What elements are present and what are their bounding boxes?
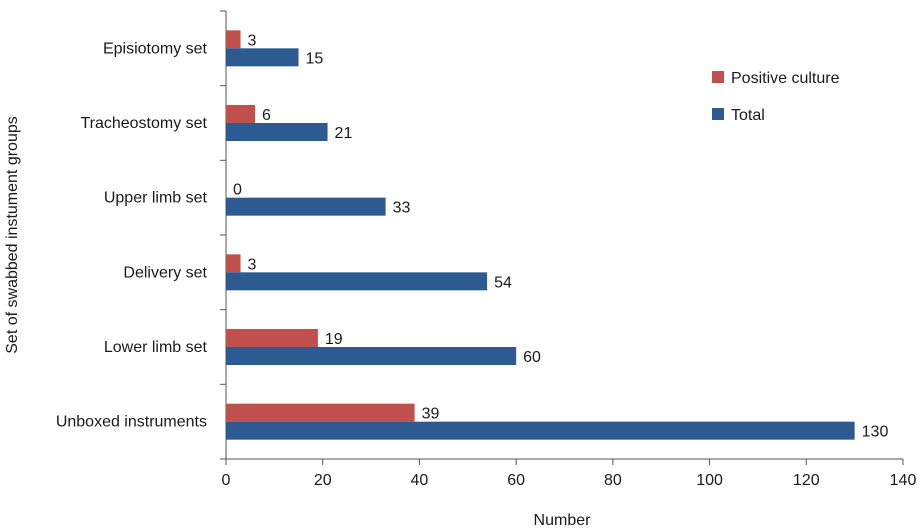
category-label-episiotomy-set: Episiotomy set	[103, 40, 208, 57]
x-tick-label-140: 140	[890, 472, 917, 489]
legend-label-total: Total	[731, 107, 765, 124]
category-label-tracheostomy-set: Tracheostomy set	[80, 115, 207, 132]
x-axis-ticks: 0 20 40 60 80 100 120 140	[222, 459, 917, 489]
bar-total-unboxed-instruments	[226, 421, 855, 440]
data-label-total-delivery-set: 54	[494, 274, 512, 291]
bar-total-lower-limb-set	[226, 347, 517, 365]
category-label-unboxed-instruments: Unboxed instruments	[56, 414, 207, 431]
data-label-positive-culture-unboxed-instruments: 39	[422, 406, 440, 423]
bars	[226, 30, 855, 440]
data-label-positive-culture-lower-limb-set: 19	[325, 331, 343, 348]
x-tick-label-40: 40	[411, 472, 429, 489]
x-tick-label-20: 20	[314, 472, 332, 489]
y-axis-ticks: Episiotomy set Tracheostomy set Upper limb…	[56, 10, 226, 460]
data-label-total-upper-limb-set: 33	[393, 200, 411, 217]
bar-total-episiotomy-set	[226, 48, 299, 67]
bar-positive-culture-tracheostomy-set	[226, 105, 256, 123]
y-axis-title: Set of swabbed instument groups	[4, 116, 21, 353]
legend-label-positive-culture: Positive culture	[731, 70, 840, 87]
category-label-delivery-set: Delivery set	[123, 264, 207, 281]
data-label-total-tracheostomy-set: 21	[335, 125, 353, 142]
x-tick-label-100: 100	[696, 472, 723, 489]
bar-total-upper-limb-set	[226, 197, 386, 216]
legend-swatch-total	[712, 108, 724, 120]
x-axis-title: Number	[534, 512, 592, 529]
x-tick-label-120: 120	[793, 472, 820, 489]
legend-swatch-positive-culture	[712, 71, 724, 83]
bar-total-delivery-set	[226, 272, 488, 291]
data-label-total-unboxed-instruments: 130	[862, 424, 889, 441]
bar-positive-culture-lower-limb-set	[226, 329, 318, 347]
bar-positive-culture-delivery-set	[226, 254, 241, 273]
category-label-upper-limb-set: Upper limb set	[104, 190, 208, 207]
x-tick-label-80: 80	[604, 472, 622, 489]
bar-positive-culture-episiotomy-set	[226, 30, 241, 49]
bar-total-tracheostomy-set	[226, 123, 328, 141]
x-tick-label-60: 60	[507, 472, 525, 489]
data-label-total-lower-limb-set: 60	[523, 349, 541, 366]
data-label-total-episiotomy-set: 15	[306, 50, 324, 67]
data-label-positive-culture-episiotomy-set: 3	[248, 32, 257, 49]
data-label-positive-culture-tracheostomy-set: 6	[262, 107, 271, 124]
category-label-lower-limb-set: Lower limb set	[104, 339, 208, 356]
bar-positive-culture-unboxed-instruments	[226, 403, 415, 422]
data-label-positive-culture-upper-limb-set: 0	[233, 182, 242, 199]
x-tick-label-0: 0	[222, 472, 231, 489]
legend: Positive culture Total	[712, 70, 840, 124]
data-label-positive-culture-delivery-set: 3	[248, 256, 257, 273]
